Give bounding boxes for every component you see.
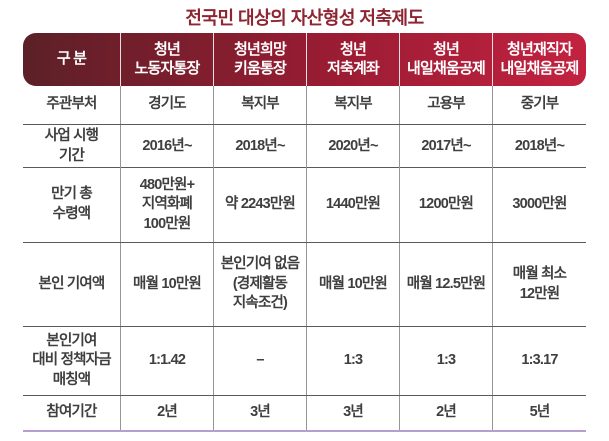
- table-cell: –: [213, 327, 306, 395]
- column-header-program-5: 청년재직자 내일채움공제: [492, 33, 586, 86]
- table-row-participation-period: 참여기간 2년 3년 3년 2년 5년: [23, 396, 586, 432]
- table-cell: 본인기여 없음 (경제활동 지속조건): [213, 243, 306, 326]
- table-cell: 2017년~: [399, 125, 492, 169]
- table-row-matching-ratio: 본인기여 대비 정책자금 매칭액 1:1.42 – 1:3 1:3 1:3.17: [23, 327, 586, 396]
- table-cell: 중기부: [492, 86, 586, 124]
- table-cell: 1:3.17: [492, 327, 586, 395]
- table-cell: 2년: [120, 396, 213, 430]
- table-cell: 2020년~: [306, 125, 399, 169]
- row-label: 본인기여 대비 정책자금 매칭액: [32, 332, 111, 388]
- table-cell: 약 2243만원: [213, 168, 306, 242]
- column-header-category: 구 분: [56, 50, 87, 68]
- page-title: 전국민 대상의 자산형성 저축제도: [185, 8, 424, 28]
- row-label: 만기 총 수령액: [51, 186, 93, 222]
- table-cell: 매월 12.5만원: [399, 243, 492, 326]
- table-cell: 매월 10만원: [120, 243, 213, 326]
- table-cell: 매월 최소 12만원: [492, 243, 586, 326]
- table-cell: 1440만원: [306, 168, 399, 242]
- table-cell: 2년: [399, 396, 492, 430]
- table-row-own-contribution: 본인 기여액 매월 10만원 본인기여 없음 (경제활동 지속조건) 매월 10…: [23, 243, 586, 327]
- table-cell: 1200만원: [399, 168, 492, 242]
- table-cell: 2016년~: [120, 125, 213, 169]
- table-cell: 2018년~: [492, 125, 586, 169]
- row-label: 본인 기여액: [38, 275, 106, 292]
- programs-table: 구 분 청년 노동자통장 청년희망 키움통장 청년 저축계좌 청년 내일채움공제…: [23, 33, 586, 432]
- table-cell: 3000만원: [492, 168, 586, 242]
- column-header-program-2: 청년희망 키움통장: [213, 33, 306, 86]
- table-row-start-year: 사업 시행 기간 2016년~ 2018년~ 2020년~ 2017년~ 201…: [23, 125, 586, 169]
- row-label: 주관부처: [46, 96, 97, 113]
- table-header-row: 구 분 청년 노동자통장 청년희망 키움통장 청년 저축계좌 청년 내일채움공제…: [23, 33, 586, 86]
- table-cell: 480만원+ 지역화폐 100만원: [120, 168, 213, 242]
- table-cell: 복지부: [213, 86, 306, 124]
- table-cell: 1:3: [306, 327, 399, 395]
- table-cell: 고용부: [399, 86, 492, 124]
- table-cell: 5년: [492, 396, 586, 430]
- table-cell: 3년: [306, 396, 399, 430]
- table-row-agency: 주관부처 경기도 복지부 복지부 고용부 중기부: [23, 86, 586, 125]
- row-label: 사업 시행 기간: [44, 128, 99, 164]
- table-cell: 1:1.42: [120, 327, 213, 395]
- table-row-maturity-amount: 만기 총 수령액 480만원+ 지역화폐 100만원 약 2243만원 1440…: [23, 168, 586, 243]
- column-header-program-4: 청년 내일채움공제: [399, 33, 492, 86]
- column-header-program-1: 청년 노동자통장: [120, 33, 213, 86]
- table-cell: 3년: [213, 396, 306, 430]
- row-label: 참여기간: [46, 404, 97, 421]
- column-header-program-3: 청년 저축계좌: [306, 33, 399, 86]
- table-cell: 경기도: [120, 86, 213, 124]
- table-cell: 2018년~: [213, 125, 306, 169]
- table-cell: 매월 10만원: [306, 243, 399, 326]
- table-cell: 1:3: [399, 327, 492, 395]
- table-cell: 복지부: [306, 86, 399, 124]
